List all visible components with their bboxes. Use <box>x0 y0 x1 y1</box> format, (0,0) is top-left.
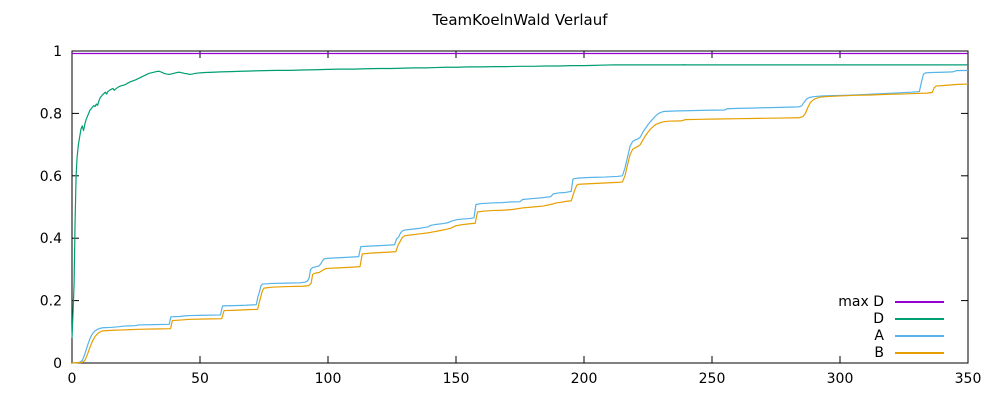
legend-line-sample <box>895 351 944 354</box>
legend-line-sample <box>895 300 944 303</box>
y-tick-label: 1 <box>53 44 62 60</box>
y-tick-label: 0.8 <box>40 106 62 122</box>
legend-label: max D <box>838 293 884 310</box>
legend-entry-d: D <box>740 310 945 327</box>
x-tick-label: 50 <box>191 371 209 387</box>
y-tick-label: 0 <box>53 356 62 372</box>
chart-title: TeamKoelnWald Verlauf <box>432 11 608 29</box>
legend-label: B <box>874 344 884 361</box>
legend-label: A <box>874 327 884 344</box>
y-tick-label: 0.2 <box>40 294 62 310</box>
y-tick-label: 0.4 <box>40 231 62 247</box>
series-line-d <box>71 64 968 339</box>
series-line-a <box>71 69 969 364</box>
plot-border <box>71 50 969 364</box>
x-tick-label: 350 <box>955 371 982 387</box>
x-tick-label: 250 <box>699 371 726 387</box>
legend-line-sample <box>895 334 944 337</box>
x-tick-label: 200 <box>571 371 598 387</box>
legend-label: D <box>873 310 884 327</box>
legend-entry-max-d: max D <box>740 293 945 310</box>
x-tick-label: 150 <box>443 371 470 387</box>
legend-line-sample <box>895 317 944 320</box>
legend: max D D A B <box>740 293 945 361</box>
x-tick-label: 100 <box>315 371 342 387</box>
legend-entry-b: B <box>740 344 945 361</box>
series-line-b <box>71 83 969 364</box>
x-tick-label: 300 <box>827 371 854 387</box>
x-tick-label: 0 <box>68 371 77 387</box>
legend-entry-a: A <box>740 327 945 344</box>
y-tick-label: 0.6 <box>40 169 62 185</box>
